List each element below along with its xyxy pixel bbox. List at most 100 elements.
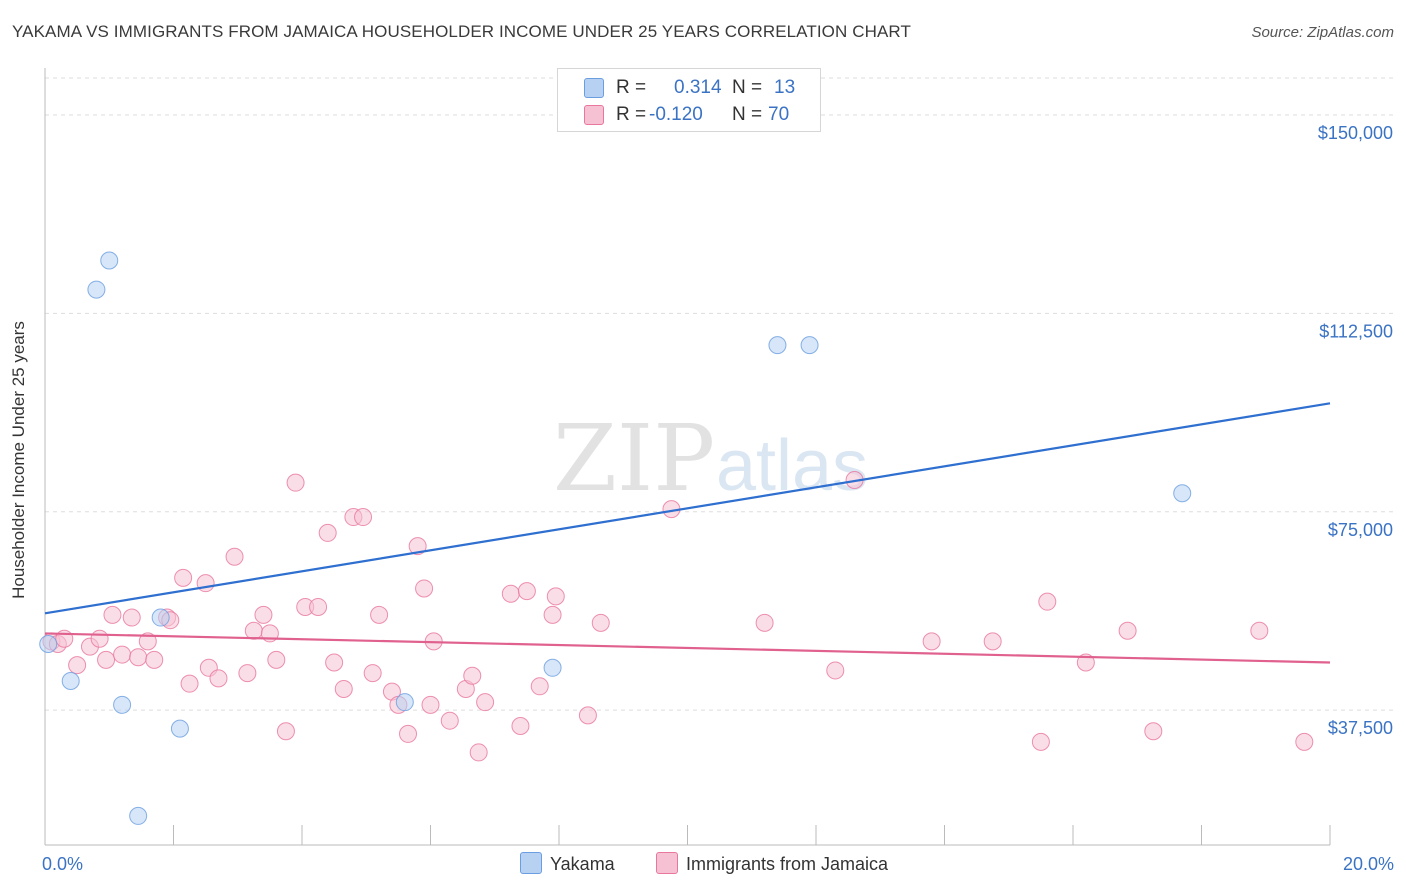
jamaica-point <box>180 674 199 693</box>
axes <box>44 68 1331 846</box>
jamaica-point <box>511 716 530 735</box>
jamaica-point <box>826 661 845 680</box>
jamaica-swatch <box>656 852 678 874</box>
yakama-point <box>129 806 148 825</box>
jamaica-point <box>1076 653 1095 672</box>
yakama-point <box>800 336 819 355</box>
jamaica-point <box>68 656 87 675</box>
jamaica-point <box>1250 621 1269 640</box>
legend-row-yakama: R = 0.314 N = 13 <box>558 73 820 101</box>
jamaica-point <box>145 650 164 669</box>
jamaica-point <box>174 568 193 587</box>
jamaica-point <box>90 629 109 648</box>
jamaica-point <box>755 613 774 632</box>
jamaica-point <box>501 584 520 603</box>
yakama-swatch <box>584 78 604 98</box>
y-tick-label: $112,500 <box>1319 321 1393 341</box>
jamaica-swatch <box>584 105 604 125</box>
jamaica-point <box>530 677 549 696</box>
yakama-point <box>39 634 58 653</box>
jamaica-point <box>399 724 418 743</box>
yakama-point <box>395 693 414 712</box>
jamaica-point <box>354 508 373 527</box>
legend-row-jamaica: R = -0.120 N = 70 <box>558 100 820 128</box>
jamaica-point <box>421 695 440 714</box>
grid-lines <box>45 77 1394 711</box>
yakama-point <box>543 658 562 677</box>
watermark: ZIP atlas <box>553 405 868 512</box>
yakama-swatch <box>520 852 542 874</box>
bottom-legend-yakama: Yakama <box>520 852 615 875</box>
jamaica-point <box>370 605 389 624</box>
yakama-point <box>61 672 80 691</box>
bottom-legend-jamaica-label: Immigrants from Jamaica <box>686 854 889 874</box>
watermark-zip: ZIP <box>553 405 715 512</box>
jamaica-point <box>1144 722 1163 741</box>
jamaica-point <box>286 473 305 492</box>
x-tick-labels: 0.0% 20.0% <box>42 854 1394 874</box>
legend-n-value: 70 <box>768 104 790 125</box>
jamaica-point <box>415 579 434 598</box>
jamaica-trend-line <box>44 632 1331 664</box>
x-tick-label: 20.0% <box>1343 854 1394 874</box>
jamaica-point <box>578 706 597 725</box>
jamaica-point <box>591 613 610 632</box>
jamaica-point <box>1118 621 1137 640</box>
y-tick-label: $37,500 <box>1328 718 1393 738</box>
y-tick-labels: $37,500 $75,000 $112,500 $150,000 <box>1318 123 1393 738</box>
jamaica-point <box>244 621 263 640</box>
jamaica-point <box>440 711 459 730</box>
jamaica-point <box>1031 732 1050 751</box>
legend-n-label: N = <box>732 104 763 125</box>
yakama-point <box>87 280 106 299</box>
jamaica-point <box>238 664 257 683</box>
jamaica-point <box>122 608 141 627</box>
jamaica-point <box>254 605 273 624</box>
trend-lines <box>44 402 1331 664</box>
jamaica-point <box>1038 592 1057 611</box>
jamaica-point <box>209 669 228 688</box>
jamaica-point <box>543 605 562 624</box>
yakama-point <box>170 719 189 738</box>
jamaica-point <box>546 587 565 606</box>
yakama-point <box>100 251 119 270</box>
jamaica-point <box>129 648 148 667</box>
bottom-legend-jamaica: Immigrants from Jamaica <box>656 852 888 875</box>
jamaica-point <box>225 547 244 566</box>
jamaica-point <box>476 693 495 712</box>
yakama-point <box>151 608 170 627</box>
legend-n-label: N = <box>732 77 763 98</box>
yakama-point <box>1173 484 1192 503</box>
jamaica-point <box>113 645 132 664</box>
yakama-point <box>113 695 132 714</box>
jamaica-point <box>103 605 122 624</box>
jamaica-point <box>97 650 116 669</box>
jamaica-point <box>1295 732 1314 751</box>
jamaica-point <box>334 679 353 698</box>
watermark-atlas: atlas <box>716 426 868 506</box>
yakama-trend-line <box>44 402 1331 615</box>
legend-r-value: 0.314 <box>674 77 722 98</box>
bottom-legend-yakama-label: Yakama <box>550 854 615 874</box>
jamaica-point <box>276 722 295 741</box>
yakama-point <box>768 336 787 355</box>
jamaica-point <box>318 523 337 542</box>
jamaica-point <box>922 632 941 651</box>
jamaica-point <box>463 666 482 685</box>
legend-r-label: R = <box>616 77 647 98</box>
jamaica-point <box>267 650 286 669</box>
jamaica-point <box>469 743 488 762</box>
chart-title: YAKAMA VS IMMIGRANTS FROM JAMAICA HOUSEH… <box>12 22 911 41</box>
y-tick-label: $150,000 <box>1318 123 1393 143</box>
legend-r-value: -0.120 <box>649 104 703 125</box>
jamaica-point <box>983 632 1002 651</box>
legend-r-label: R = <box>616 104 647 125</box>
jamaica-point <box>325 653 344 672</box>
stats-legend: R = 0.314 N = 13 R = -0.120 N = 70 <box>557 68 821 132</box>
y-tick-label: $75,000 <box>1328 520 1393 540</box>
data-points <box>39 251 1314 825</box>
jamaica-point <box>408 537 427 556</box>
jamaica-point <box>309 597 328 616</box>
jamaica-point <box>138 632 157 651</box>
